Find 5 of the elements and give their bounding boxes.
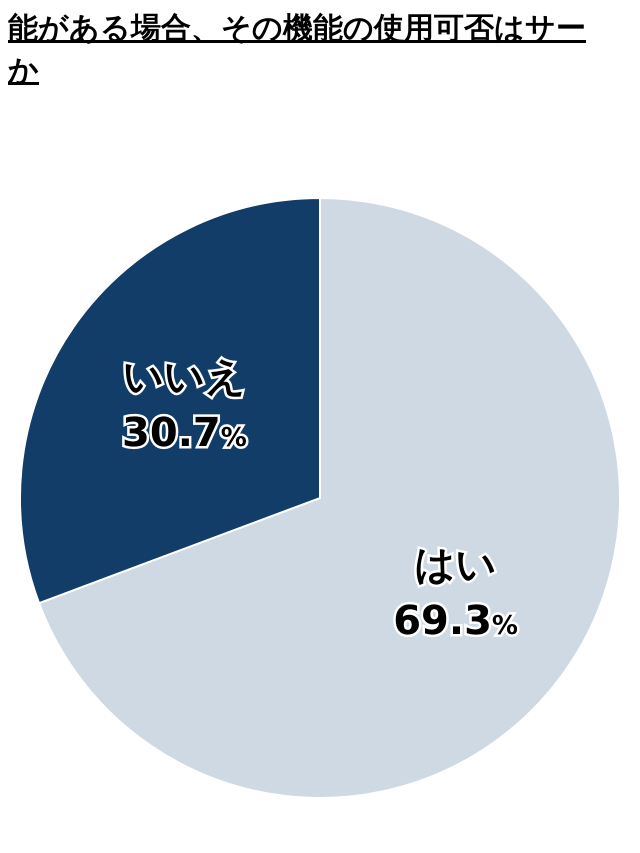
data-label: 69.3% <box>393 598 518 644</box>
slice-label: いいえ <box>122 354 246 400</box>
data-label: 30.7% <box>122 410 247 456</box>
slice-label: はい <box>414 542 497 588</box>
chart-title: 能がある場合、その機能の使用可否はサーか <box>7 11 586 88</box>
